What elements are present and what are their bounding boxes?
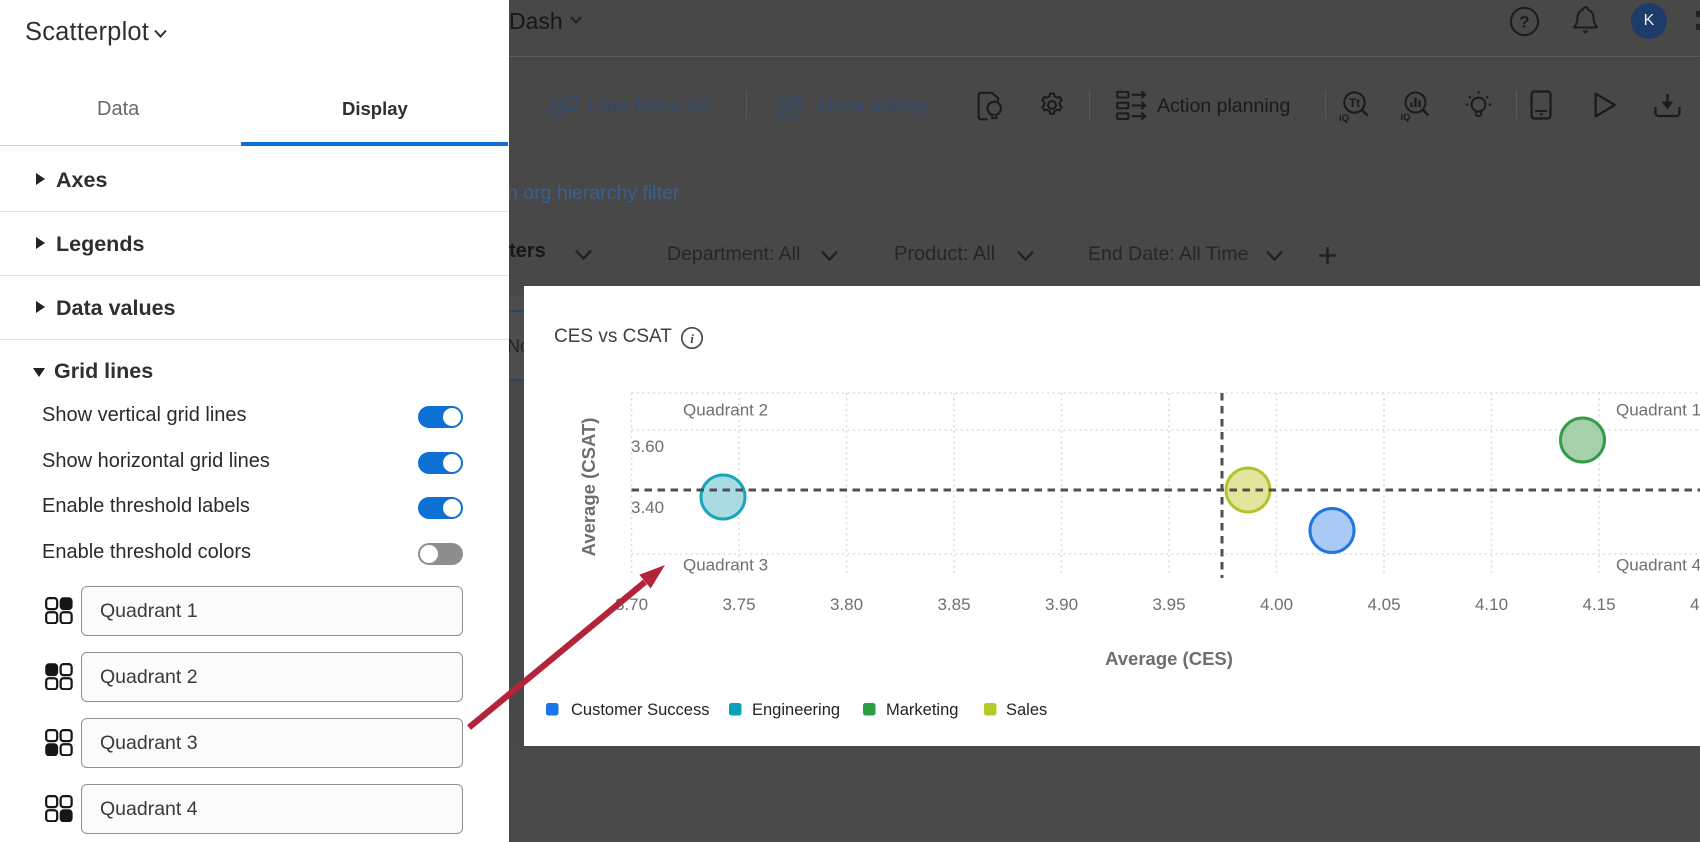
svg-text:3.70: 3.70 [615, 595, 648, 614]
svg-text:4.10: 4.10 [1475, 595, 1508, 614]
svg-text:Average (CES): Average (CES) [1105, 648, 1233, 669]
svg-text:3.90: 3.90 [1045, 595, 1078, 614]
svg-text:Average (CSAT): Average (CSAT) [578, 418, 599, 557]
svg-text:Sales: Sales [1006, 701, 1047, 719]
svg-text:4.05: 4.05 [1367, 595, 1400, 614]
svg-text:4.20: 4.20 [1690, 595, 1700, 614]
svg-text:3.80: 3.80 [830, 595, 863, 614]
svg-text:3.60: 3.60 [631, 437, 664, 456]
svg-text:4.00: 4.00 [1260, 595, 1293, 614]
svg-text:3.75: 3.75 [722, 595, 755, 614]
svg-text:Quadrant 2: Quadrant 2 [683, 401, 768, 420]
svg-text:4.15: 4.15 [1582, 595, 1615, 614]
svg-text:Engineering: Engineering [752, 701, 840, 719]
svg-text:Quadrant 3: Quadrant 3 [683, 556, 768, 575]
svg-text:3.40: 3.40 [631, 498, 664, 517]
svg-text:3.95: 3.95 [1152, 595, 1185, 614]
svg-text:iQ: iQ [1339, 113, 1349, 123]
svg-text:Marketing: Marketing [886, 701, 958, 719]
svg-text:Quadrant 4: Quadrant 4 [1616, 556, 1700, 575]
svg-text:Customer Success: Customer Success [571, 701, 709, 719]
svg-text:iQ: iQ [1401, 112, 1411, 123]
svg-text:?: ? [1519, 13, 1529, 32]
svg-text:3.85: 3.85 [937, 595, 970, 614]
svg-text:Quadrant 1: Quadrant 1 [1616, 401, 1700, 420]
svg-text:i: i [690, 331, 694, 346]
svg-text:Tt: Tt [1349, 96, 1360, 110]
